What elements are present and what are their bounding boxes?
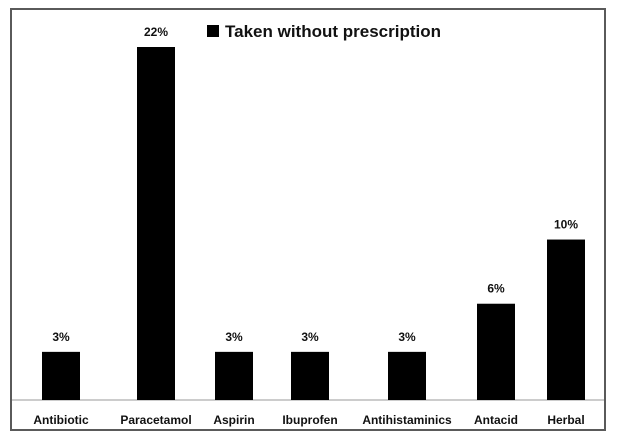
data-label-antacid: 6%	[487, 282, 505, 296]
data-label-aspirin: 3%	[225, 330, 243, 344]
legend-swatch	[207, 25, 219, 37]
bar-antacid	[477, 303, 515, 400]
data-label-paracetamol: 22%	[144, 25, 168, 39]
data-label-ibuprofen: 3%	[301, 330, 319, 344]
category-label-herbal: Herbal	[547, 413, 584, 427]
bar-ibuprofen	[291, 351, 329, 400]
legend: Taken without prescription	[207, 22, 441, 41]
bar-paracetamol	[137, 47, 175, 400]
category-label-ibuprofen: Ibuprofen	[282, 413, 337, 427]
bar-herbal	[547, 239, 585, 400]
data-label-antibiotic: 3%	[52, 330, 70, 344]
category-label-antibiotic: Antibiotic	[33, 413, 89, 427]
bar-antihistaminics	[388, 351, 426, 400]
category-label-antacid: Antacid	[474, 413, 518, 427]
data-label-herbal: 10%	[554, 218, 578, 232]
bar-aspirin	[215, 351, 253, 400]
data-label-antihistaminics: 3%	[398, 330, 416, 344]
bar-antibiotic	[42, 351, 80, 400]
category-label-antihistaminics: Antihistaminics	[362, 413, 452, 427]
legend-label: Taken without prescription	[225, 22, 441, 41]
category-label-paracetamol: Paracetamol	[120, 413, 191, 427]
category-label-aspirin: Aspirin	[213, 413, 254, 427]
